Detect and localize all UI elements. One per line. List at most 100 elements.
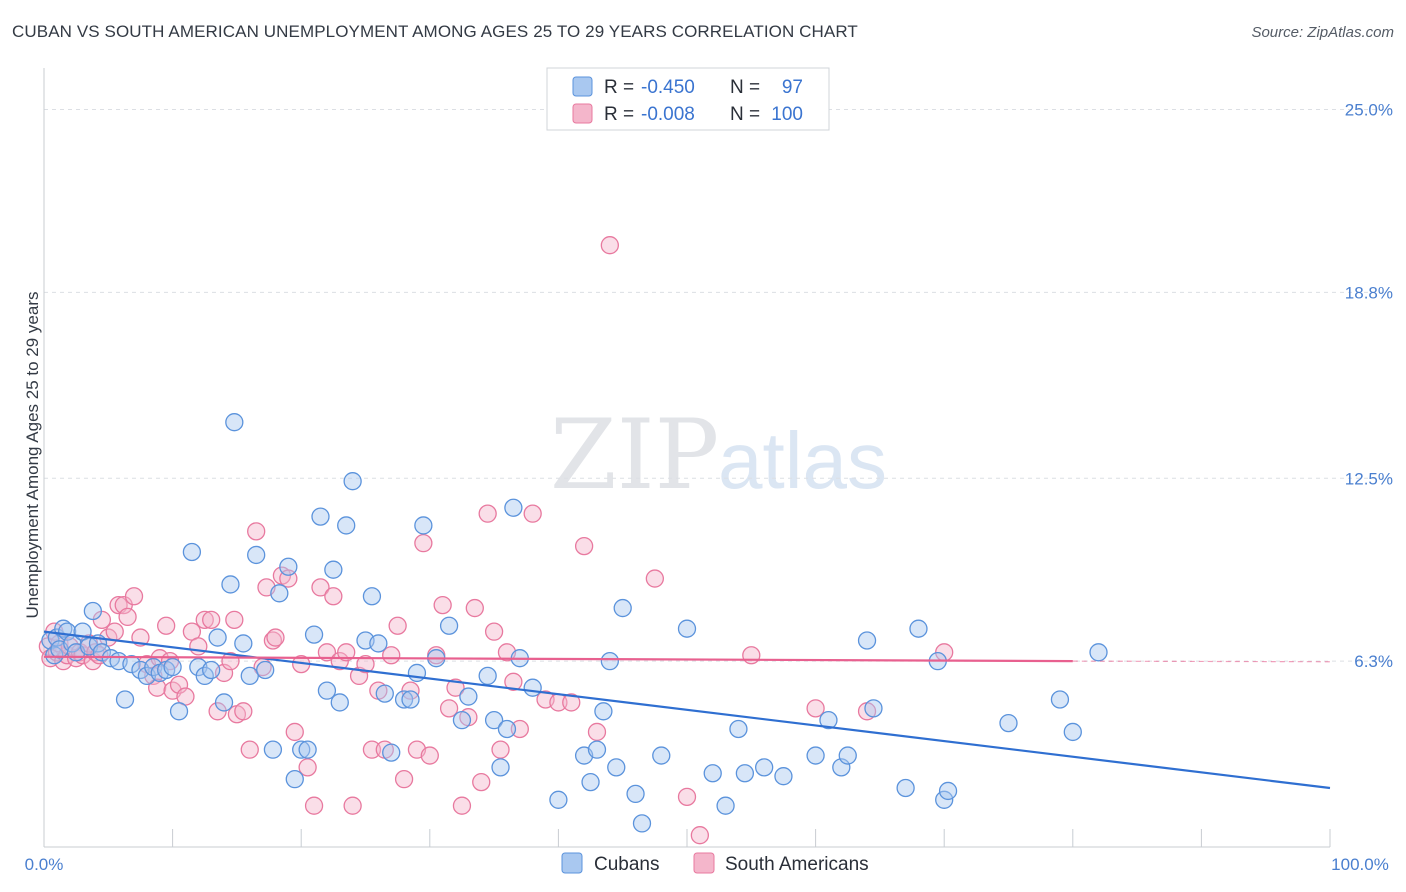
cubans-point-101 — [1089, 643, 1108, 662]
cubans-point-89 — [832, 758, 851, 777]
cubans-point-10 — [83, 601, 103, 621]
y-tick-label-2: 18.8% — [1345, 283, 1393, 302]
south-americans-point-30 — [169, 675, 189, 694]
south-americans-point-78 — [465, 598, 484, 618]
south-americans-point-60 — [349, 666, 369, 686]
legend-n-value-cubans: 97 — [782, 77, 803, 98]
cubans-point-43 — [311, 507, 330, 526]
cubans-point-87 — [806, 746, 825, 765]
source-label: Source: ZipAtlas.com — [1251, 24, 1394, 41]
legend-r-value-south-americans: -0.008 — [641, 104, 695, 125]
cubans-point-30 — [221, 575, 240, 594]
south-americans-point-81 — [484, 622, 504, 641]
cubans-point-65 — [497, 719, 517, 739]
cubans-point-28 — [208, 628, 227, 647]
cubans-point-99 — [1050, 690, 1070, 709]
cubans-point-52 — [375, 684, 394, 703]
cubans-point-90 — [838, 746, 857, 765]
cubans-point-53 — [382, 743, 401, 762]
south-americans-point-79 — [472, 772, 491, 792]
cubans-point-48 — [343, 472, 362, 491]
south-americans-point-20 — [118, 607, 137, 627]
legend-r-label-cubans: R = — [604, 77, 634, 98]
south-americans-point-94 — [677, 787, 697, 806]
cubans-point-91 — [857, 631, 877, 650]
cubans-point-37 — [270, 584, 289, 603]
south-americans-point-70 — [414, 534, 433, 553]
trend-line-south-americans-extension — [1072, 660, 1331, 663]
bottom-legend-swatch-cubans — [561, 852, 583, 874]
south-americans-point-27 — [157, 616, 176, 635]
south-americans-point-21 — [124, 587, 144, 606]
cubans-point-98 — [999, 713, 1018, 733]
bottom-legend-swatch-south-americans — [693, 852, 715, 874]
bottom-legend-label-south-americans: South Americans — [725, 854, 869, 875]
chart-title: CUBAN VS SOUTH AMERICAN UNEMPLOYMENT AMO… — [12, 22, 858, 41]
cubans-point-72 — [587, 740, 607, 759]
grid-lines — [44, 109, 1395, 662]
cubans-point-61 — [459, 687, 478, 706]
cubans-point-84 — [735, 764, 755, 783]
cubans-point-97 — [938, 781, 958, 801]
cubans-point-75 — [607, 758, 626, 777]
south-americans-point-52 — [298, 758, 317, 777]
cubans-point-16 — [122, 654, 141, 674]
south-americans-point-33 — [189, 637, 208, 656]
legend-swatch-cubans — [572, 76, 593, 97]
cubans-point-88 — [819, 711, 838, 730]
cubans-point-1 — [45, 646, 64, 665]
cubans-point-39 — [285, 770, 304, 789]
axes — [43, 68, 1331, 848]
cubans-point-93 — [896, 778, 915, 798]
cubans-point-81 — [703, 764, 722, 783]
south-americans-point-17 — [105, 622, 124, 641]
south-americans-point-34 — [195, 610, 214, 629]
legend-n-value-south-americans: 100 — [771, 104, 803, 125]
cubans-point-94 — [909, 619, 928, 638]
cubans-point-35 — [256, 660, 275, 680]
legend-r-label-south-americans: R = — [604, 104, 634, 125]
south-americans-point-80 — [478, 504, 497, 523]
south-americans-point-59 — [343, 796, 362, 815]
south-americans-point-84 — [504, 672, 523, 691]
cubans-point-29 — [214, 693, 234, 712]
south-americans-point-89 — [562, 693, 581, 712]
cubans-point-62 — [478, 666, 497, 686]
south-americans-point-35 — [202, 610, 221, 629]
cubans-point-78 — [632, 814, 652, 833]
y-tick-label-3: 25.0% — [1345, 101, 1393, 120]
bottom-legend-label-cubans: Cubans — [594, 854, 660, 875]
cubans-point-60 — [452, 711, 472, 730]
south-americans-point-91 — [587, 722, 607, 742]
cubans-point-63 — [484, 711, 504, 730]
watermark-zip: ZIP — [550, 399, 719, 511]
cubans-point-50 — [362, 587, 382, 606]
x-tick-label-1: 100.0% — [1331, 855, 1389, 874]
south-americans-point-58 — [337, 643, 356, 662]
cubans-point-15 — [115, 690, 135, 709]
south-americans-point-56 — [324, 587, 343, 606]
legend-n-label-south-americans: N = — [730, 104, 760, 125]
cubans-point-44 — [317, 681, 337, 700]
cubans-point-74 — [600, 652, 619, 671]
cubans-point-80 — [677, 619, 697, 638]
cubans-point-79 — [652, 746, 671, 765]
cubans-point-41 — [298, 740, 317, 759]
cubans-point-34 — [247, 545, 266, 565]
cubans-point-46 — [330, 693, 349, 712]
bottom-legend: Cubans South Americans — [561, 852, 869, 875]
south-americans-point-85 — [510, 719, 529, 739]
cubans-point-47 — [337, 516, 356, 535]
trend-lines — [43, 630, 1331, 790]
south-americans-point-90 — [574, 536, 594, 556]
cubans-point-40 — [292, 740, 311, 759]
x-tick-label-0: 0.0% — [25, 855, 64, 874]
south-americans-point-75 — [446, 678, 465, 697]
tick-labels: 6.3% 12.5% 18.8% 25.0% 0.0% 100.0% — [25, 101, 1393, 875]
south-americans-point-46 — [263, 631, 283, 650]
cubans-point-27 — [202, 660, 221, 680]
cubans-point-69 — [549, 790, 568, 809]
cubans-point-92 — [864, 699, 883, 718]
south-americans-point-66 — [388, 616, 407, 635]
south-americans-point-74 — [439, 699, 459, 718]
